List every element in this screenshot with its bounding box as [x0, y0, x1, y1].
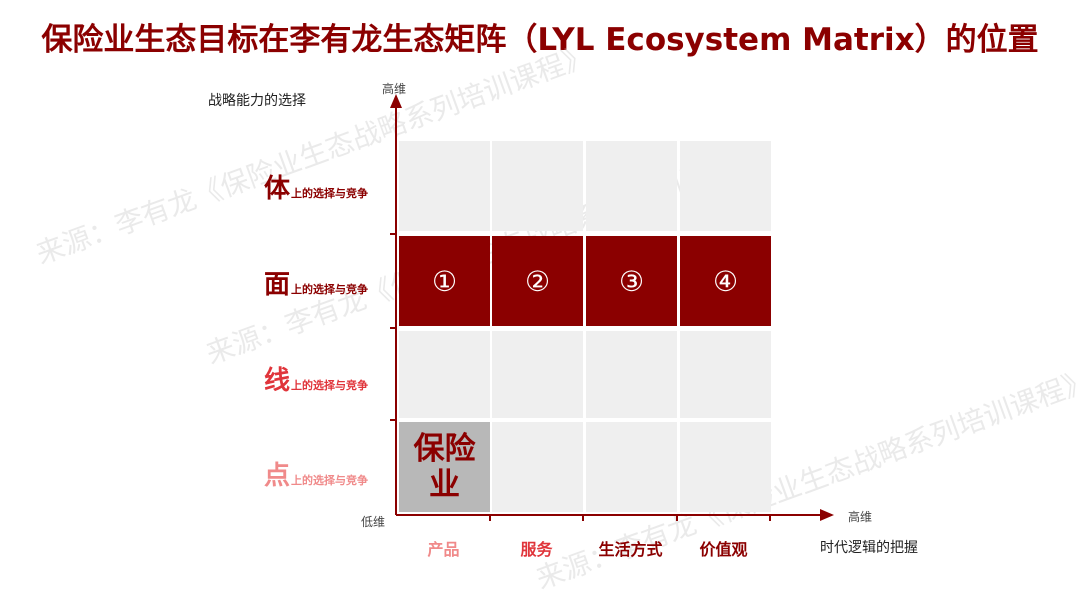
row-label-small: 上的选择与竞争	[291, 283, 369, 296]
y-axis-caption: 战略能力的选择	[208, 93, 306, 109]
axes	[390, 94, 834, 521]
y-axis-high-label: 高维	[382, 82, 407, 96]
row-label-big: 线	[264, 366, 291, 396]
column-label-values: 价值观	[699, 540, 748, 559]
row-label-ti: 体上的选择与竞争	[264, 168, 368, 205]
grid-cell	[492, 422, 583, 512]
row-label-dian: 点上的选择与竞争	[264, 455, 368, 492]
grid-cell	[680, 331, 771, 418]
highlight-cell	[492, 236, 583, 326]
row-label-small: 上的选择与竞争	[291, 379, 369, 392]
row-label-xian: 线上的选择与竞争	[264, 360, 368, 397]
highlight-cell	[586, 236, 677, 326]
row-label-big: 面	[264, 270, 291, 300]
y-axis-arrow-icon	[390, 94, 402, 108]
grid-cell	[492, 331, 583, 418]
row-label-small: 上的选择与竞争	[291, 187, 369, 200]
row-label-big: 点	[264, 461, 291, 491]
column-label-service: 服务	[520, 540, 553, 559]
highlight-cell	[680, 236, 771, 326]
cell-number-2: ②	[524, 264, 551, 298]
grid-cell	[680, 422, 771, 512]
x-axis-caption: 时代逻辑的把握	[820, 540, 918, 556]
insurance-label-line1: 保险	[413, 431, 476, 467]
grid-cell	[492, 141, 583, 231]
grid-cell	[399, 331, 490, 418]
x-axis-high-label: 高维	[848, 510, 873, 524]
insurance-label-line2: 业	[429, 467, 460, 503]
page-title: 保险业生态目标在李有龙生态矩阵（LYL Ecosystem Matrix）的位置	[41, 22, 1039, 58]
column-label-lifestyle: 生活方式	[598, 540, 663, 559]
grid-cell	[586, 422, 677, 512]
row-label-small: 上的选择与竞争	[291, 474, 369, 487]
cell-number-1: ①	[431, 264, 458, 298]
grid-cell	[586, 141, 677, 231]
insurance-industry-cell: 保险业	[399, 422, 490, 512]
grid-cell	[680, 141, 771, 231]
row-label-big: 体	[264, 174, 291, 204]
grid-cell	[586, 331, 677, 418]
highlight-cell	[399, 236, 490, 326]
x-axis-arrow-icon	[820, 509, 834, 521]
row-label-mian: 面上的选择与竞争	[264, 264, 368, 301]
cell-number-4: ④	[712, 264, 739, 298]
cell-number-3: ③	[618, 264, 645, 298]
y-axis-low-label: 低维	[361, 515, 386, 529]
column-label-product: 产品	[427, 540, 460, 559]
grid-cell	[399, 141, 490, 231]
